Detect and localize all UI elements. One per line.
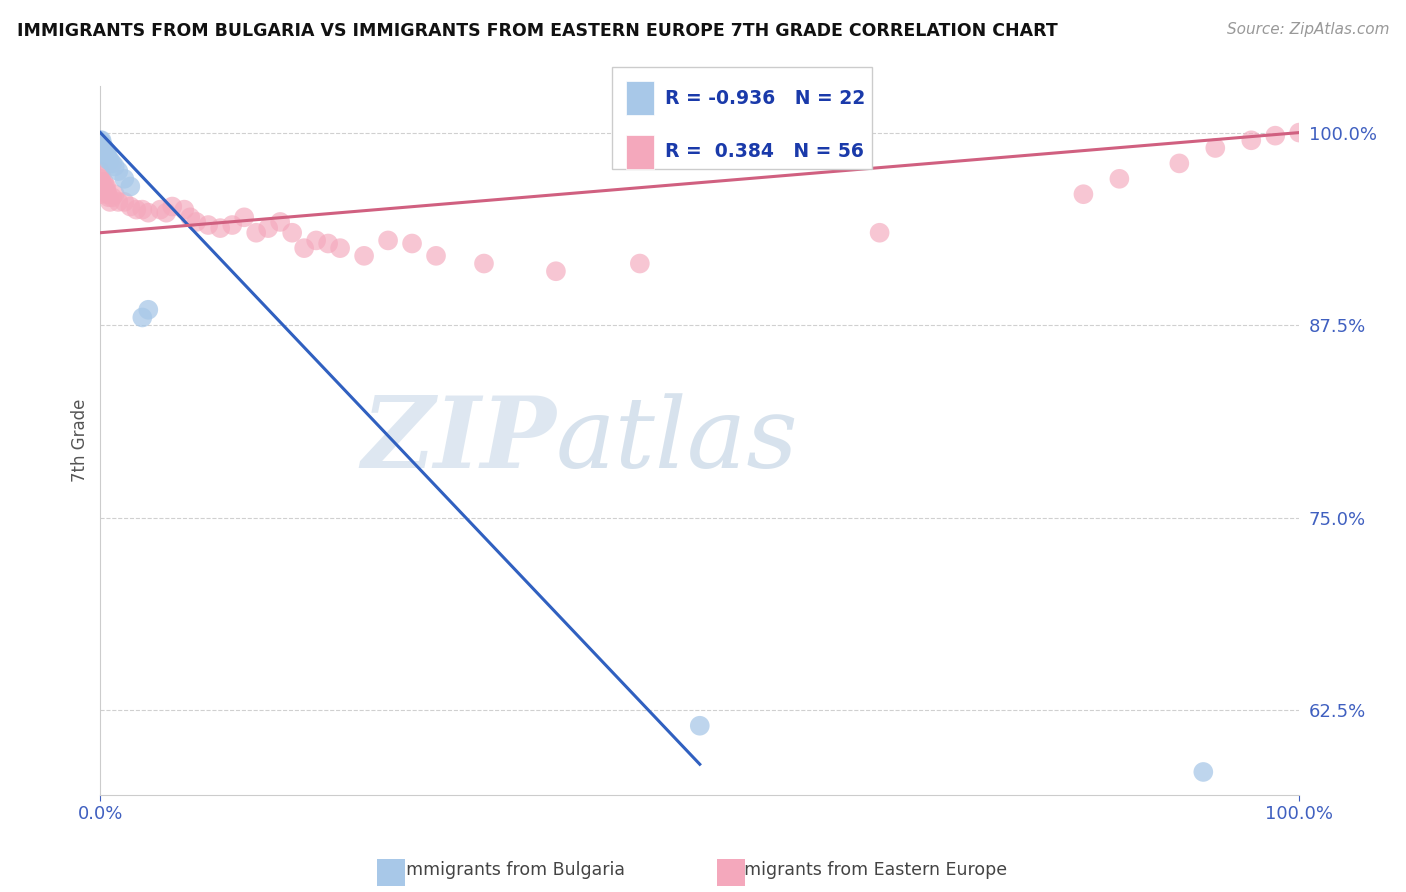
Point [94,179,117,194]
Point [96,149,118,163]
Point [233,211,256,225]
Point [96,184,118,198]
Point [89,164,111,178]
Text: R =  0.384   N = 56: R = 0.384 N = 56 [665,142,863,161]
Point [91,137,114,152]
Point [97,153,120,168]
Point [120,179,142,194]
Point [179,211,201,225]
Point [90,175,112,189]
Point [1204,141,1226,155]
Text: Immigrants from Bulgaria: Immigrants from Bulgaria [401,861,626,879]
Point [96,187,118,202]
Point [472,256,495,270]
Text: ZIP: ZIP [361,392,555,489]
Point [107,164,129,178]
Point [101,190,124,204]
Point [869,226,891,240]
Point [125,202,148,217]
Point [91,184,114,198]
Point [96,149,118,163]
Point [136,205,159,219]
Point [353,249,375,263]
Point [1192,764,1215,779]
Point [186,215,208,229]
Text: IMMIGRANTS FROM BULGARIA VS IMMIGRANTS FROM EASTERN EUROPE 7TH GRADE CORRELATION: IMMIGRANTS FROM BULGARIA VS IMMIGRANTS F… [17,22,1057,40]
Text: atlas: atlas [555,393,799,488]
Point [104,160,127,174]
Point [90,141,112,155]
Text: Immigrants from Eastern Europe: Immigrants from Eastern Europe [723,861,1007,879]
Point [257,221,280,235]
Point [269,215,291,229]
Point [104,187,127,202]
Text: Source: ZipAtlas.com: Source: ZipAtlas.com [1226,22,1389,37]
Point [401,236,423,251]
Point [1264,128,1286,143]
Point [97,190,120,204]
Point [173,202,195,217]
Point [120,200,142,214]
Y-axis label: 7th Grade: 7th Grade [72,399,89,483]
Point [91,179,114,194]
Point [96,144,118,158]
Point [377,234,399,248]
Point [305,234,328,248]
Point [96,179,118,194]
Point [197,218,219,232]
Point [93,141,115,155]
Point [149,202,172,217]
Point [329,241,352,255]
Point [1288,126,1310,140]
Point [94,144,117,158]
Point [1073,187,1095,202]
Point [89,141,111,155]
Point [155,205,177,219]
Point [245,226,267,240]
Point [628,256,651,270]
Point [136,302,159,317]
Point [90,169,112,183]
Point [98,153,121,168]
Point [107,194,129,209]
Point [281,226,304,240]
Point [131,202,153,217]
Point [292,241,315,255]
Point [425,249,447,263]
Point [544,264,567,278]
Point [689,719,711,733]
Point [1240,133,1263,147]
Point [209,221,232,235]
Point [89,187,111,202]
Point [90,133,112,147]
Point [1108,171,1130,186]
Point [112,171,135,186]
Point [162,200,184,214]
Point [1168,156,1191,170]
Point [91,144,114,158]
Text: R = -0.936   N = 22: R = -0.936 N = 22 [665,88,865,108]
Point [101,156,124,170]
Point [89,171,111,186]
Point [316,236,339,251]
Point [93,175,115,189]
Point [89,133,111,147]
Point [131,310,153,325]
Point [98,194,121,209]
Point [89,179,111,194]
Point [112,194,135,209]
Point [221,218,243,232]
